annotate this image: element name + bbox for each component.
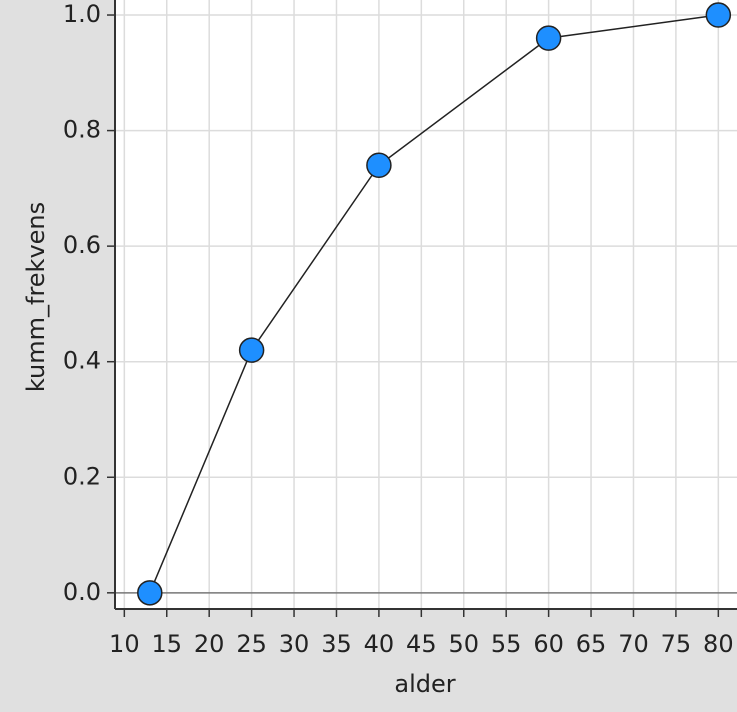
y-tick-label: 0.8	[63, 116, 101, 144]
x-tick-label: 35	[321, 630, 352, 658]
x-tick-label: 10	[109, 630, 140, 658]
y-tick-label: 1.0	[63, 0, 101, 28]
point	[366, 152, 392, 179]
x-tick-label: 45	[406, 630, 437, 658]
x-tick-label: 15	[151, 630, 182, 658]
x-tick-label: 80	[703, 630, 734, 658]
x-tick-label: 65	[576, 630, 607, 658]
point	[535, 25, 562, 51]
y-tick-label: 0.4	[63, 347, 101, 375]
x-tick-label: 20	[194, 630, 225, 658]
point	[238, 337, 265, 363]
point	[137, 580, 163, 606]
x-tick-label: 50	[448, 630, 479, 658]
y-axis-label: kumm_frekvens	[22, 202, 50, 392]
x-tick-label: 75	[661, 630, 692, 658]
x-tick-label: 55	[491, 630, 522, 658]
x-tick-label: 25	[236, 630, 267, 658]
y-tick-label: 0.0	[63, 578, 101, 606]
x-tick-label: 40	[364, 630, 395, 658]
x-axis-label: alder	[394, 670, 455, 698]
x-tick-label: 70	[618, 630, 649, 658]
x-tick-label: 30	[279, 630, 310, 658]
y-tick-label: 0.2	[63, 462, 101, 490]
plot-area	[115, 0, 737, 609]
x-tick-label: 60	[533, 630, 564, 658]
point	[705, 2, 732, 28]
y-tick-label: 0.6	[63, 231, 101, 259]
